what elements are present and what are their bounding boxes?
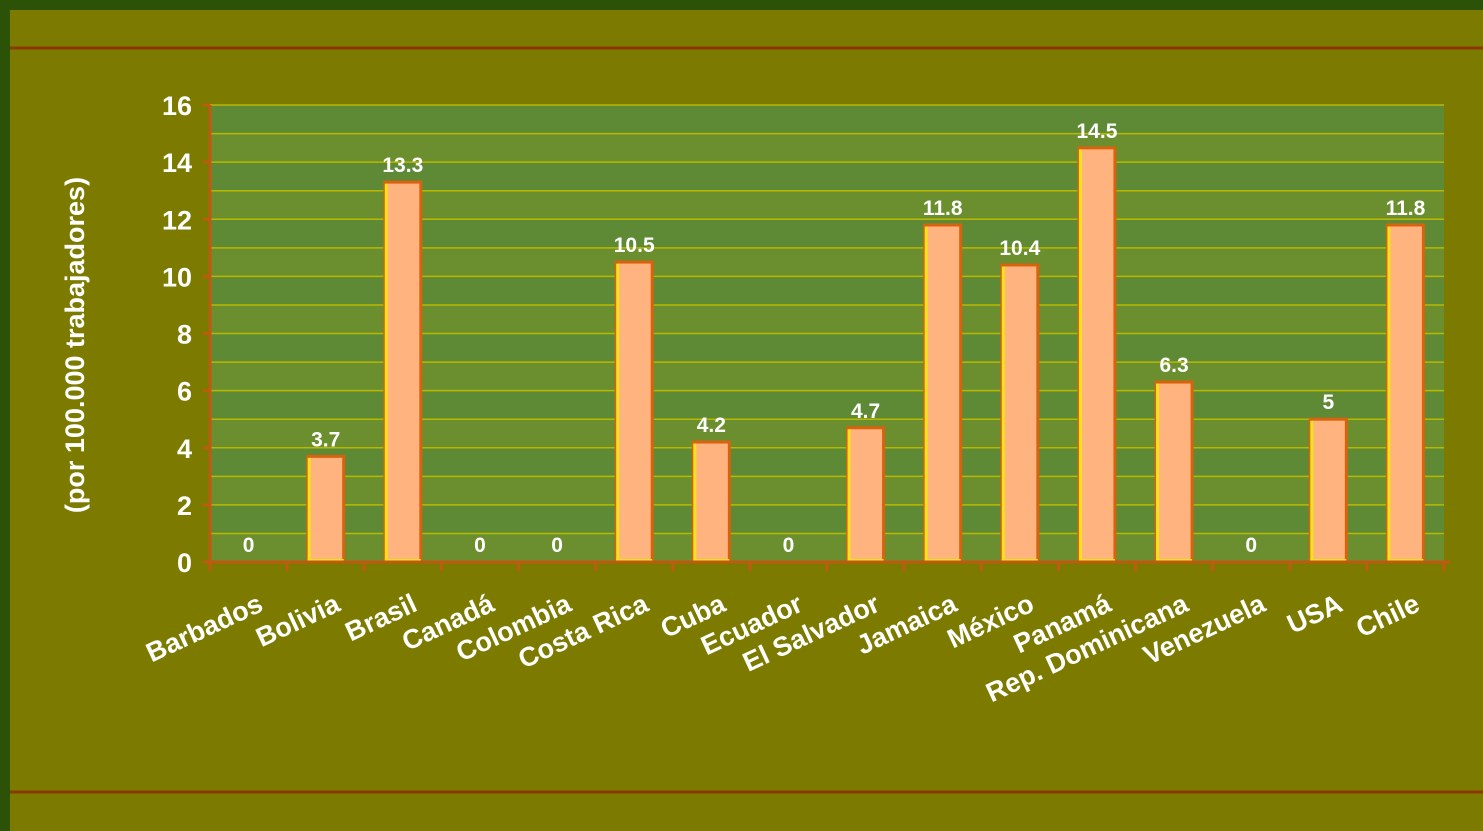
x-tick-label: Bolivia [251, 588, 345, 653]
x-tick-label: Barbados [142, 588, 268, 668]
bar-cuba [691, 440, 731, 564]
y-tick-label: 4 [177, 434, 192, 464]
y-tick-label: 2 [177, 491, 192, 521]
bar-el-salvador [846, 426, 886, 564]
bar-brasil [383, 180, 423, 564]
chart-panel: 0 2 4 6 8 10 12 14 16 0 3.7 13.3 0 0 10.5 4.2 0 4.7 11.8 1… [10, 10, 1483, 831]
value-label: 3.7 [311, 428, 340, 451]
bar-body [923, 223, 963, 564]
value-label: 11.8 [923, 197, 963, 220]
bar-usa [1308, 417, 1348, 564]
bar-body [846, 426, 886, 564]
bar-body [1308, 417, 1348, 564]
bar-m-xico [1000, 263, 1040, 564]
value-label: 11.8 [1386, 197, 1426, 220]
value-label: 0 [1245, 534, 1257, 557]
value-label: 4.7 [851, 400, 880, 423]
bar-body [1000, 263, 1040, 564]
value-label: 0 [551, 534, 563, 557]
bar-body [306, 454, 346, 564]
bar-chile [1385, 223, 1425, 564]
bar-body [1154, 380, 1194, 564]
bar-bolivia [306, 454, 346, 564]
value-label: 0 [783, 534, 795, 557]
bar-body [1385, 223, 1425, 564]
bar-rep-dominicana [1154, 380, 1194, 564]
y-tick-label: 10 [162, 262, 192, 292]
bar-body [691, 440, 731, 564]
bar-body [614, 260, 654, 564]
x-tick-label: Chile [1351, 588, 1424, 643]
y-axis-title: (por 100.000 trabajadores) [60, 177, 90, 513]
value-label: 14.5 [1077, 120, 1118, 143]
value-label: 0 [474, 534, 486, 557]
plot-band [210, 105, 1444, 134]
y-tick-label: 16 [162, 91, 192, 121]
value-label: 4.2 [697, 414, 726, 437]
bar-panam- [1077, 146, 1117, 564]
value-label: 13.3 [382, 154, 423, 177]
y-tick-label: 6 [177, 377, 192, 407]
bar-costa-rica [614, 260, 654, 564]
value-label: 10.5 [614, 234, 655, 257]
y-tick-label: 12 [162, 205, 192, 235]
value-label: 6.3 [1159, 354, 1188, 377]
x-tick-label: USA [1282, 588, 1346, 639]
y-tick-label: 8 [177, 320, 192, 350]
value-label: 0 [243, 534, 255, 557]
bar-body [1077, 146, 1117, 564]
y-tick-label: 14 [162, 148, 192, 178]
bar-jamaica [923, 223, 963, 564]
plot-band [210, 133, 1444, 163]
bar-chart: 0 2 4 6 8 10 12 14 16 0 3.7 13.3 0 0 10.5 4.2 0 4.7 11.8 1… [10, 46, 1483, 794]
bar-body [383, 180, 423, 564]
value-label: 5 [1322, 391, 1334, 414]
value-label: 10.4 [999, 237, 1040, 260]
y-tick-label: 0 [177, 548, 192, 578]
